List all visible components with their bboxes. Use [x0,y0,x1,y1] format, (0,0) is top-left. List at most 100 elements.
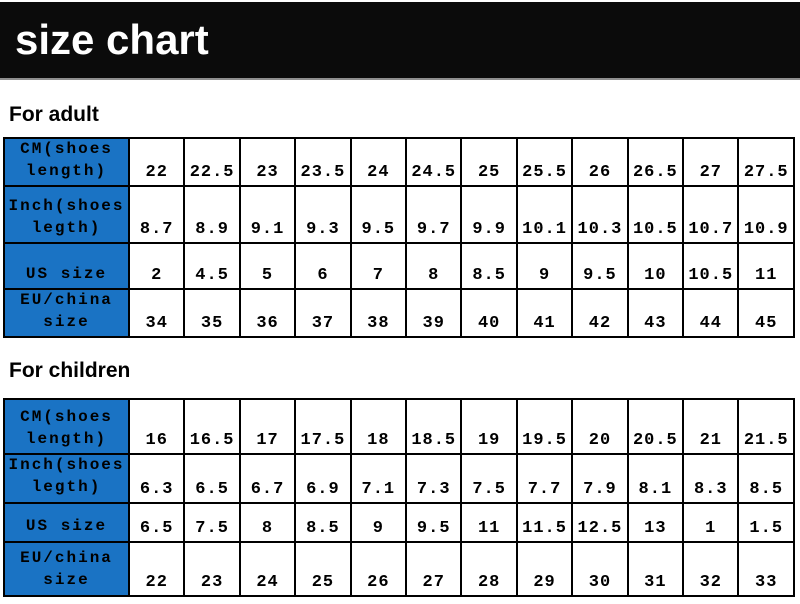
size-value-cell: 19 [460,398,518,456]
size-value-cell: 6.3 [127,453,186,504]
table-row: US size 2 4.5 5 6 7 8 8.5 9 9.5 10 10.5 11 [3,242,795,291]
size-value-cell: 26 [349,540,408,597]
section-heading-children: For children [9,359,131,383]
size-value-cell: 11 [737,242,795,291]
size-value-cell: 8.7 [127,185,186,245]
size-value-cell: 7.7 [515,453,574,504]
size-value-cell: 10.7 [682,185,740,245]
size-value-cell: 20 [571,398,629,456]
size-value-cell: 10 [626,242,685,291]
adult-size-table: CM(shoes length) 22 22.5 23 23.5 24 24.5 25 25.5 2… [3,136,795,339]
size-value-cell: 21 [682,398,740,456]
size-value-cell: 41 [515,288,574,339]
size-value-cell: 26.5 [626,136,685,188]
size-value-cell: 8 [238,501,297,543]
size-value-cell: 31 [626,540,685,597]
size-value-cell: 6.9 [294,453,352,504]
size-value-cell: 2 [127,242,186,291]
size-value-cell: 10.9 [737,185,795,245]
size-value-cell: 9.9 [460,185,518,245]
table-row: CM(shoes length) 16 16.5 17 17.5 18 18.5 19 19.5 2… [3,398,795,456]
row-header-cell: US size [3,242,130,291]
size-value-cell: 6.7 [238,453,297,504]
size-value-cell: 9.1 [238,185,297,245]
size-value-cell: 9.5 [405,501,463,543]
size-value-cell: 9 [515,242,574,291]
size-value-cell: 43 [626,288,685,339]
size-value-cell: 26 [571,136,629,188]
size-value-cell: 7.3 [405,453,463,504]
size-value-cell: 7.5 [460,453,518,504]
table-row: EU/china size 22 23 24 25 26 27 28 29 30 31 32 33 [3,540,795,597]
size-value-cell: 39 [405,288,463,339]
size-value-cell: 22 [127,136,186,188]
size-value-cell: 12.5 [571,501,629,543]
size-value-cell: 9.7 [405,185,463,245]
size-value-cell: 35 [183,288,241,339]
row-header-cell: EU/china size [3,288,130,339]
page-title: size chart [15,16,209,63]
row-header-cell: US size [3,501,130,543]
size-value-cell: 25 [294,540,352,597]
size-value-cell: 22.5 [183,136,241,188]
size-value-cell: 11 [460,501,518,543]
size-value-cell: 19.5 [515,398,574,456]
size-value-cell: 27 [682,136,740,188]
size-value-cell: 25 [460,136,518,188]
size-value-cell: 8.3 [682,453,740,504]
size-value-cell: 10.5 [682,242,740,291]
size-value-cell: 9.3 [294,185,352,245]
size-value-cell: 44 [682,288,740,339]
size-value-cell: 33 [737,540,795,597]
size-value-cell: 21.5 [737,398,795,456]
size-value-cell: 28 [460,540,518,597]
size-value-cell: 45 [737,288,795,339]
size-value-cell: 8.1 [626,453,685,504]
size-value-cell: 7.1 [349,453,408,504]
size-value-cell: 32 [682,540,740,597]
size-value-cell: 24.5 [405,136,463,188]
size-value-cell: 10.1 [515,185,574,245]
size-value-cell: 23 [238,136,297,188]
size-value-cell: 8.5 [737,453,795,504]
size-value-cell: 7.9 [571,453,629,504]
size-value-cell: 8 [405,242,463,291]
size-value-cell: 1 [682,501,740,543]
size-value-cell: 8.5 [460,242,518,291]
table-row: Inch(shoes legth) 6.3 6.5 6.7 6.9 7.1 7.3 7.5 7.7… [3,453,795,504]
size-value-cell: 10.5 [626,185,685,245]
size-value-cell: 8.5 [294,501,352,543]
size-value-cell: 9.5 [349,185,408,245]
size-value-cell: 5 [238,242,297,291]
table-row: EU/china size 34 35 36 37 38 39 40 41 42 43 44 45 [3,288,795,339]
size-value-cell: 18 [349,398,408,456]
size-value-cell: 30 [571,540,629,597]
size-value-cell: 22 [127,540,186,597]
size-value-cell: 42 [571,288,629,339]
size-value-cell: 38 [349,288,408,339]
size-value-cell: 11.5 [515,501,574,543]
size-value-cell: 9 [349,501,408,543]
row-header-cell: CM(shoes length) [3,398,130,456]
size-value-cell: 7.5 [183,501,241,543]
size-value-cell: 4.5 [183,242,241,291]
size-value-cell: 34 [127,288,186,339]
size-value-cell: 10.3 [571,185,629,245]
size-value-cell: 36 [238,288,297,339]
size-value-cell: 6.5 [127,501,186,543]
row-header-cell: EU/china size [3,540,130,597]
size-value-cell: 7 [349,242,408,291]
size-value-cell: 27.5 [737,136,795,188]
size-value-cell: 40 [460,288,518,339]
size-value-cell: 37 [294,288,352,339]
size-value-cell: 17.5 [294,398,352,456]
size-value-cell: 6 [294,242,352,291]
size-value-cell: 16.5 [183,398,241,456]
size-value-cell: 13 [626,501,685,543]
row-header-cell: CM(shoes length) [3,136,130,188]
size-value-cell: 27 [405,540,463,597]
row-header-cell: Inch(shoes legth) [3,453,130,504]
row-header-cell: Inch(shoes legth) [3,185,130,245]
children-size-table: CM(shoes length) 16 16.5 17 17.5 18 18.5 19 19.5 2… [3,398,795,597]
table-row: US size 6.5 7.5 8 8.5 9 9.5 11 11.5 12.5 13 1 1.5 [3,501,795,543]
